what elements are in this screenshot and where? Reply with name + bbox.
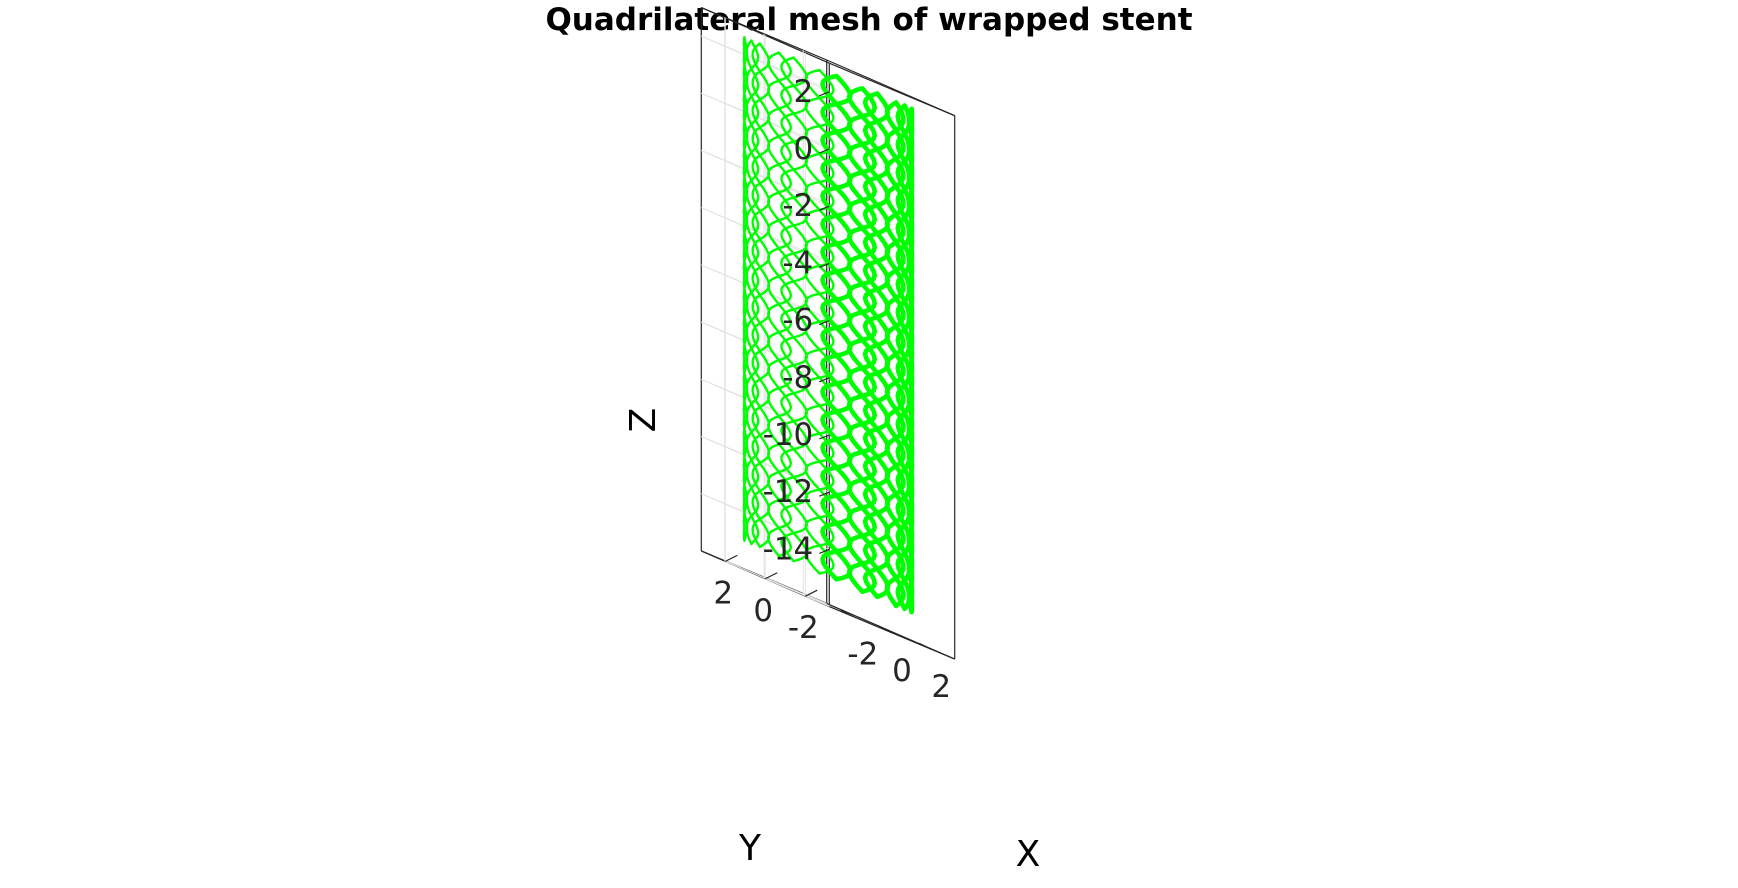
stent-strut xyxy=(767,51,793,558)
x-tick-label: 2 xyxy=(931,669,951,705)
stent-strut xyxy=(906,106,915,615)
x-axis-ticks: -2 0 2 xyxy=(840,609,951,705)
z-tick-label: -10 xyxy=(763,417,814,453)
stent-mesh xyxy=(742,36,915,615)
z-tick-mark xyxy=(819,262,830,268)
z-tick-mark xyxy=(819,491,830,497)
stent-strut xyxy=(780,56,809,563)
z-axis-label: Z xyxy=(623,408,664,433)
axes-box-front xyxy=(826,59,956,660)
x-tick-mark xyxy=(840,609,854,617)
stent-strut xyxy=(742,36,749,542)
z-tick-label: -12 xyxy=(763,474,814,510)
z-tick-label: -8 xyxy=(782,360,813,396)
y-tick-label: 0 xyxy=(753,593,773,629)
stent-strut xyxy=(804,68,835,575)
z-tick-mark xyxy=(819,148,830,154)
z-tick-mark xyxy=(819,320,830,326)
x-tick-label: 0 xyxy=(892,653,912,689)
y-axis-label: Y xyxy=(738,828,762,869)
z-tick-label: 0 xyxy=(794,131,814,167)
z-tick-label: 2 xyxy=(794,74,814,110)
y-tick-mark xyxy=(725,554,738,562)
z-axis-ticks: 2 0 -2 -4 -6 -8 -10 -12 -14 xyxy=(763,74,830,567)
x-tick-mark xyxy=(918,642,932,650)
stent-strut xyxy=(846,86,878,595)
y-tick-label: -2 xyxy=(788,610,819,646)
z-tick-label: -6 xyxy=(782,303,813,339)
stent-strut xyxy=(884,100,906,609)
stent-strut xyxy=(862,91,891,600)
y-tick-label: 2 xyxy=(713,575,733,611)
x-axis-label: X xyxy=(1016,834,1041,875)
z-tick-mark xyxy=(819,434,830,440)
stent-strut xyxy=(895,103,912,612)
y-axis-ticks: 2 0 -2 xyxy=(713,554,819,646)
z-tick-label: -14 xyxy=(763,531,814,567)
box-edge xyxy=(829,62,955,117)
stent-strut xyxy=(820,73,853,582)
z-tick-mark xyxy=(819,548,830,554)
stent-strut xyxy=(751,42,771,549)
y-tick-mark xyxy=(805,589,818,597)
stent-strut xyxy=(745,39,760,546)
x-tick-label: -2 xyxy=(847,636,878,672)
x-tick-mark xyxy=(879,626,893,634)
plot-title: Quadrilateral mesh of wrapped stent xyxy=(545,2,1192,38)
z-tick-mark xyxy=(819,91,830,97)
z-tick-label: -2 xyxy=(782,188,813,224)
z-tick-mark xyxy=(819,377,830,383)
z-tick-mark xyxy=(819,205,830,211)
y-tick-mark xyxy=(765,572,778,580)
z-tick-label: -4 xyxy=(782,245,813,281)
